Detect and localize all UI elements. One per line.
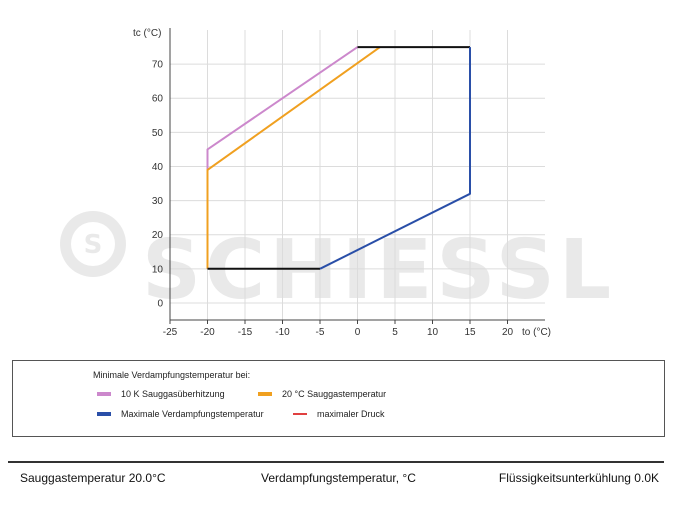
- footer-suction-temperature: Sauggastemperatur 20.0°C: [20, 471, 166, 485]
- legend-item-max-pressure: maximaler Druck: [293, 409, 385, 419]
- legend-item-superheat: 10 K Sauggasüberhitzung: [97, 389, 225, 399]
- legend-label: 10 K Sauggasüberhitzung: [121, 389, 225, 399]
- legend: Minimale Verdampfungstemperatur bei: 10 …: [12, 360, 665, 437]
- x-tick-label: 15: [464, 327, 476, 338]
- y-tick-label: 40: [152, 162, 164, 173]
- y-tick-label: 10: [152, 264, 164, 275]
- legend-title: Minimale Verdampfungstemperatur bei:: [93, 370, 251, 380]
- legend-item-suction-temp: 20 °C Sauggastemperatur: [258, 389, 386, 399]
- chart: S SCHIESSL -25 -20 -15 -10 -5 0 5 10 15 20 0 10 20 30…: [60, 28, 615, 338]
- legend-label: 20 °C Sauggastemperatur: [282, 389, 387, 399]
- legend-label: Maximale Verdampfungstemperatur: [121, 409, 264, 419]
- y-tick-label: 70: [152, 60, 164, 71]
- x-axis-label: to (°C): [522, 327, 551, 338]
- x-tick-label: -10: [275, 327, 290, 338]
- series-line-1: [206, 46, 381, 269]
- legend-swatch: [97, 392, 111, 396]
- y-tick-label: 60: [152, 94, 164, 105]
- x-tick-label: -15: [238, 327, 253, 338]
- legend-swatch: [293, 413, 307, 415]
- y-tick-label: 0: [157, 298, 163, 309]
- legend-swatch: [97, 412, 111, 416]
- watermark-text: SCHIESSL: [142, 223, 615, 318]
- x-tick-label: 10: [427, 327, 439, 338]
- footer-subcooling: Flüssigkeitsunterkühlung 0.0K: [498, 471, 659, 485]
- watermark: S SCHIESSL: [60, 211, 615, 318]
- divider: [8, 461, 664, 463]
- x-tick-label: -20: [200, 327, 215, 338]
- series-line-4: [319, 47, 471, 270]
- y-tick-label: 30: [152, 196, 164, 207]
- footer-evaporation-temperature: Verdampfungstemperatur, °C: [261, 471, 416, 485]
- legend-item-max-evap: Maximale Verdampfungstemperatur: [97, 409, 264, 419]
- svg-text:S: S: [84, 230, 103, 260]
- x-tick-label: 5: [392, 327, 398, 338]
- y-tick-label: 50: [152, 128, 164, 139]
- x-tick-label: -5: [316, 327, 325, 338]
- legend-label: maximaler Druck: [317, 409, 385, 419]
- y-axis-label: tc (°C): [133, 28, 161, 39]
- y-tick-label: 20: [152, 230, 164, 241]
- x-tick-label: 0: [355, 327, 361, 338]
- x-tick-label: 20: [502, 327, 514, 338]
- x-tick-label: -25: [163, 327, 178, 338]
- legend-swatch: [258, 392, 272, 396]
